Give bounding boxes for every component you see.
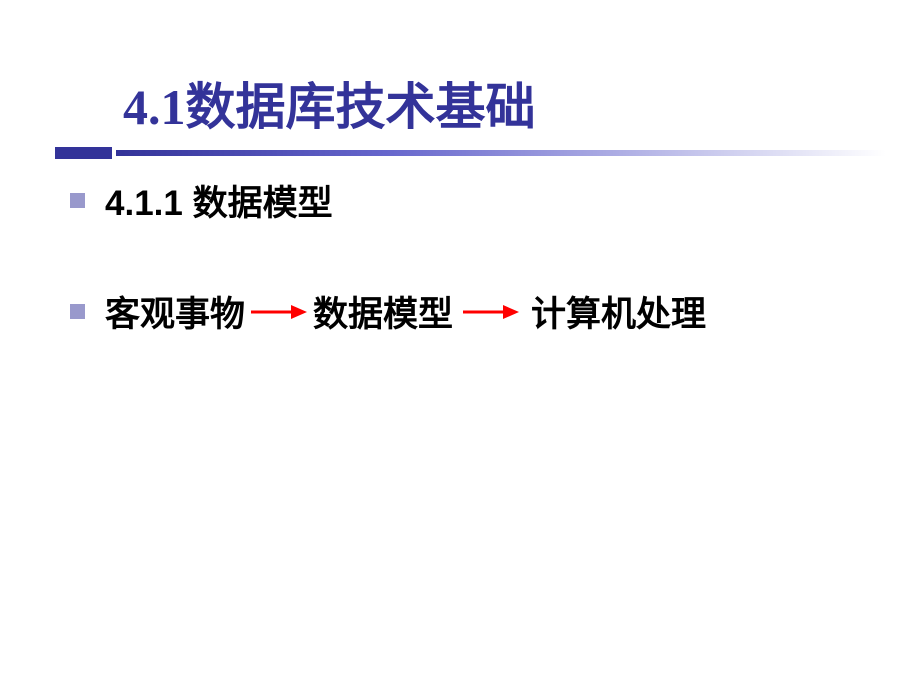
arrow-icon bbox=[249, 302, 309, 322]
title-underline bbox=[55, 147, 895, 159]
slide-title: 4.1数据库技术基础 bbox=[55, 67, 895, 144]
bullet-item-2: 客观事物 数据模型 计算机处理 bbox=[70, 286, 870, 337]
slide-title-container: 4.1数据库技术基础 bbox=[55, 67, 895, 159]
content-area: 4.1.1 数据模型 客观事物 数据模型 计算机处理 bbox=[70, 175, 870, 337]
underline-gradient bbox=[116, 150, 886, 156]
underline-block bbox=[55, 147, 112, 159]
flow-step-1: 客观事物 bbox=[105, 286, 245, 337]
bullet-item-1: 4.1.1 数据模型 bbox=[70, 175, 870, 226]
bullet-square-icon bbox=[70, 193, 85, 208]
arrow-icon bbox=[457, 302, 527, 322]
bullet-text-1: 4.1.1 数据模型 bbox=[105, 175, 333, 226]
flow-diagram: 客观事物 数据模型 计算机处理 bbox=[105, 286, 706, 337]
flow-step-3: 计算机处理 bbox=[531, 286, 706, 337]
flow-step-2: 数据模型 bbox=[313, 286, 453, 337]
bullet-square-icon bbox=[70, 304, 85, 319]
